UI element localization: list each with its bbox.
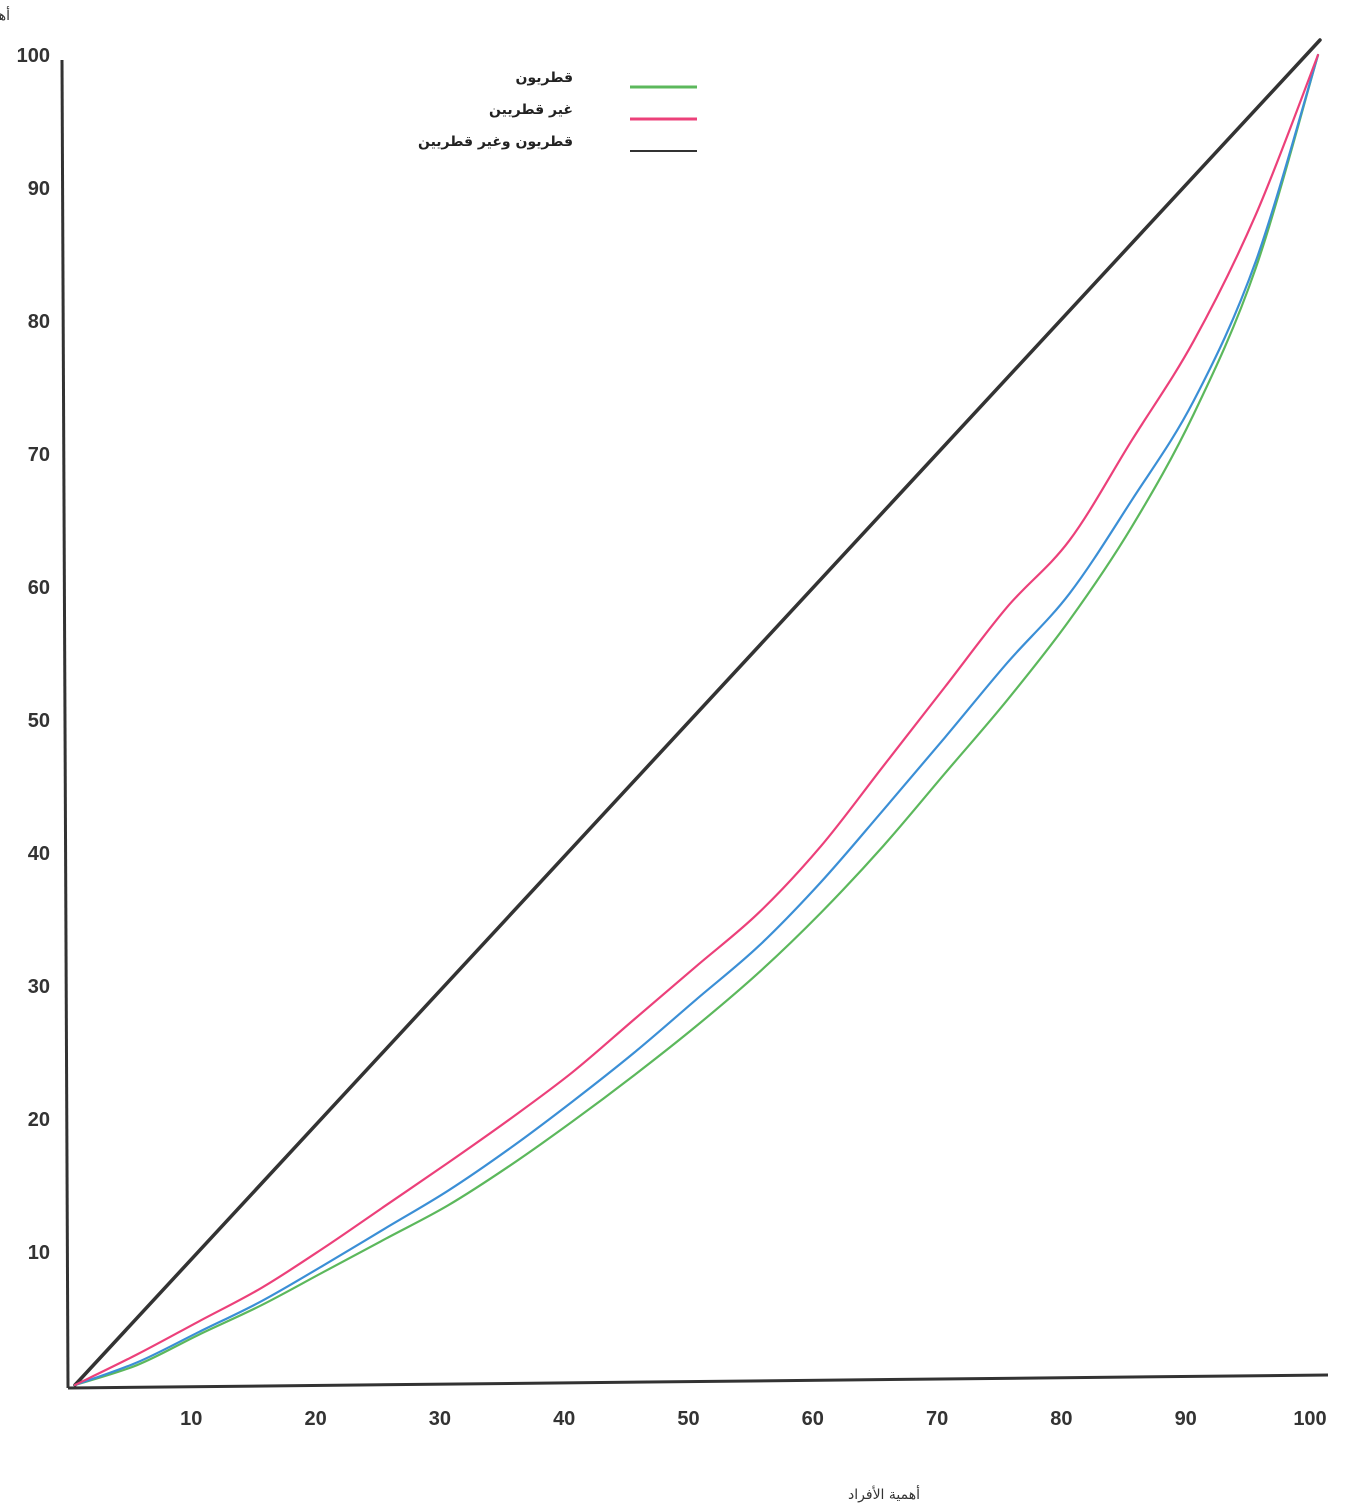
y-tick-label: 80 xyxy=(28,311,50,333)
legend-label: قطريون وغير قطريين xyxy=(418,134,573,150)
x-tick-label: 60 xyxy=(802,1408,824,1430)
y-tick-label: 40 xyxy=(28,843,50,865)
series-line xyxy=(73,38,1322,1387)
y-tick-label: 70 xyxy=(28,444,50,466)
x-tick-labels: 10 20 30 40 50 60 70 80 90 100 xyxy=(180,1408,1327,1430)
legend-label: قطريون xyxy=(516,70,574,86)
legend-label: غير قطريين xyxy=(489,102,573,118)
series-line xyxy=(73,53,1320,1387)
x-tick-label: 40 xyxy=(553,1408,575,1430)
x-tick-label: 90 xyxy=(1175,1408,1197,1430)
legend: قطريون غير قطريين قطريون وغير قطريين xyxy=(418,70,697,152)
y-tick-label: 10 xyxy=(28,1242,50,1264)
y-tick-label: 100 xyxy=(17,45,50,67)
x-tick-label: 70 xyxy=(926,1408,948,1430)
x-tick-label: 30 xyxy=(429,1408,451,1430)
series-line xyxy=(73,53,1320,1387)
x-tick-label: 50 xyxy=(677,1408,699,1430)
series-layer xyxy=(73,38,1322,1387)
y-tick-label: 50 xyxy=(28,710,50,732)
x-axis-line xyxy=(67,1373,1329,1390)
x-tick-label: 10 xyxy=(180,1408,202,1430)
y-axis-title: أهمية الانفاق xyxy=(0,6,10,24)
series-line xyxy=(73,53,1320,1387)
x-axis-title: أهمية الأفراد xyxy=(848,1485,920,1503)
y-tick-label: 90 xyxy=(28,178,50,200)
y-axis-line xyxy=(60,59,70,1389)
x-tick-label: 100 xyxy=(1293,1408,1326,1430)
x-tick-label: 80 xyxy=(1050,1408,1072,1430)
y-tick-labels: 10 20 30 40 50 60 70 80 90 100 xyxy=(17,45,50,1264)
y-tick-label: 30 xyxy=(28,976,50,998)
x-tick-label: 20 xyxy=(304,1408,326,1430)
axes xyxy=(60,59,1329,1390)
y-tick-label: 20 xyxy=(28,1109,50,1131)
y-tick-label: 60 xyxy=(28,577,50,599)
